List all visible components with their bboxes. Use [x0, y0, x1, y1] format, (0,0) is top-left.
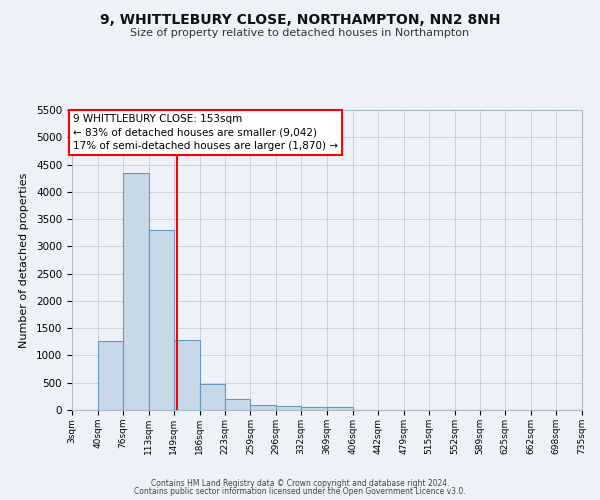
- Bar: [250, 404, 276, 410]
- Text: 9 WHITTLEBURY CLOSE: 153sqm
← 83% of detached houses are smaller (9,042)
17% of : 9 WHITTLEBURY CLOSE: 153sqm ← 83% of det…: [73, 114, 338, 151]
- Bar: [301, 406, 327, 410]
- Text: 9, WHITTLEBURY CLOSE, NORTHAMPTON, NN2 8NH: 9, WHITTLEBURY CLOSE, NORTHAMPTON, NN2 8…: [100, 12, 500, 26]
- Bar: [123, 172, 149, 410]
- Bar: [98, 340, 123, 410]
- Text: Contains public sector information licensed under the Open Government Licence v3: Contains public sector information licen…: [134, 487, 466, 496]
- Y-axis label: Number of detached properties: Number of detached properties: [19, 172, 29, 348]
- Bar: [327, 406, 353, 410]
- Bar: [149, 230, 174, 410]
- Bar: [276, 406, 301, 410]
- Bar: [225, 398, 250, 410]
- Bar: [199, 384, 225, 410]
- Text: Size of property relative to detached houses in Northampton: Size of property relative to detached ho…: [130, 28, 470, 38]
- Bar: [174, 340, 199, 410]
- Text: Contains HM Land Registry data © Crown copyright and database right 2024.: Contains HM Land Registry data © Crown c…: [151, 478, 449, 488]
